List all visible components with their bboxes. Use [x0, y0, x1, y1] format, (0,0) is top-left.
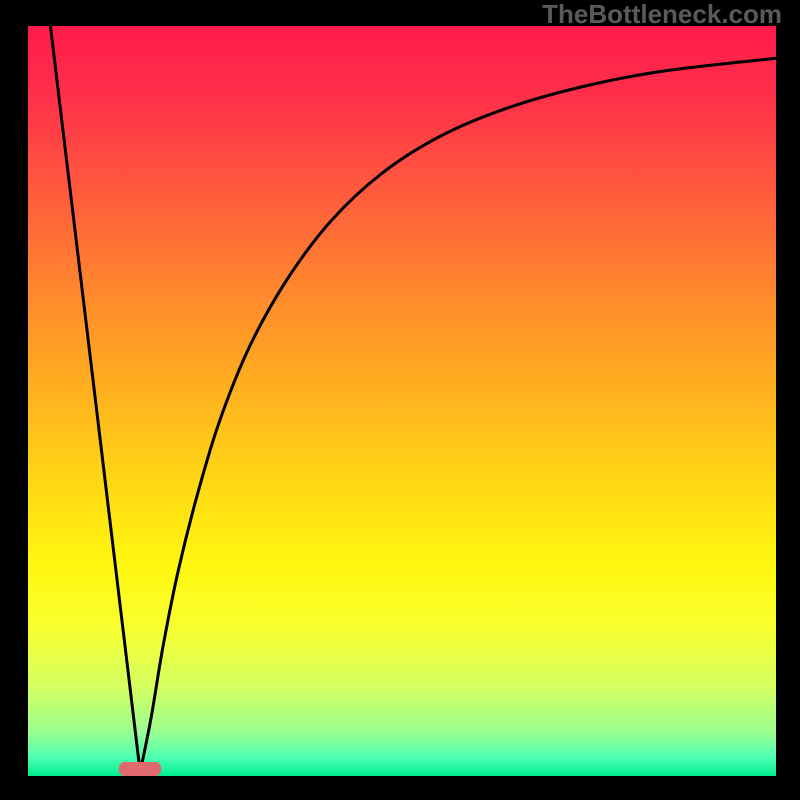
watermark-text: TheBottleneck.com	[542, 0, 782, 30]
ideal-marker	[119, 762, 161, 776]
plot-area	[28, 26, 776, 776]
chart-frame: TheBottleneck.com	[0, 0, 800, 800]
curves-layer	[28, 26, 776, 776]
